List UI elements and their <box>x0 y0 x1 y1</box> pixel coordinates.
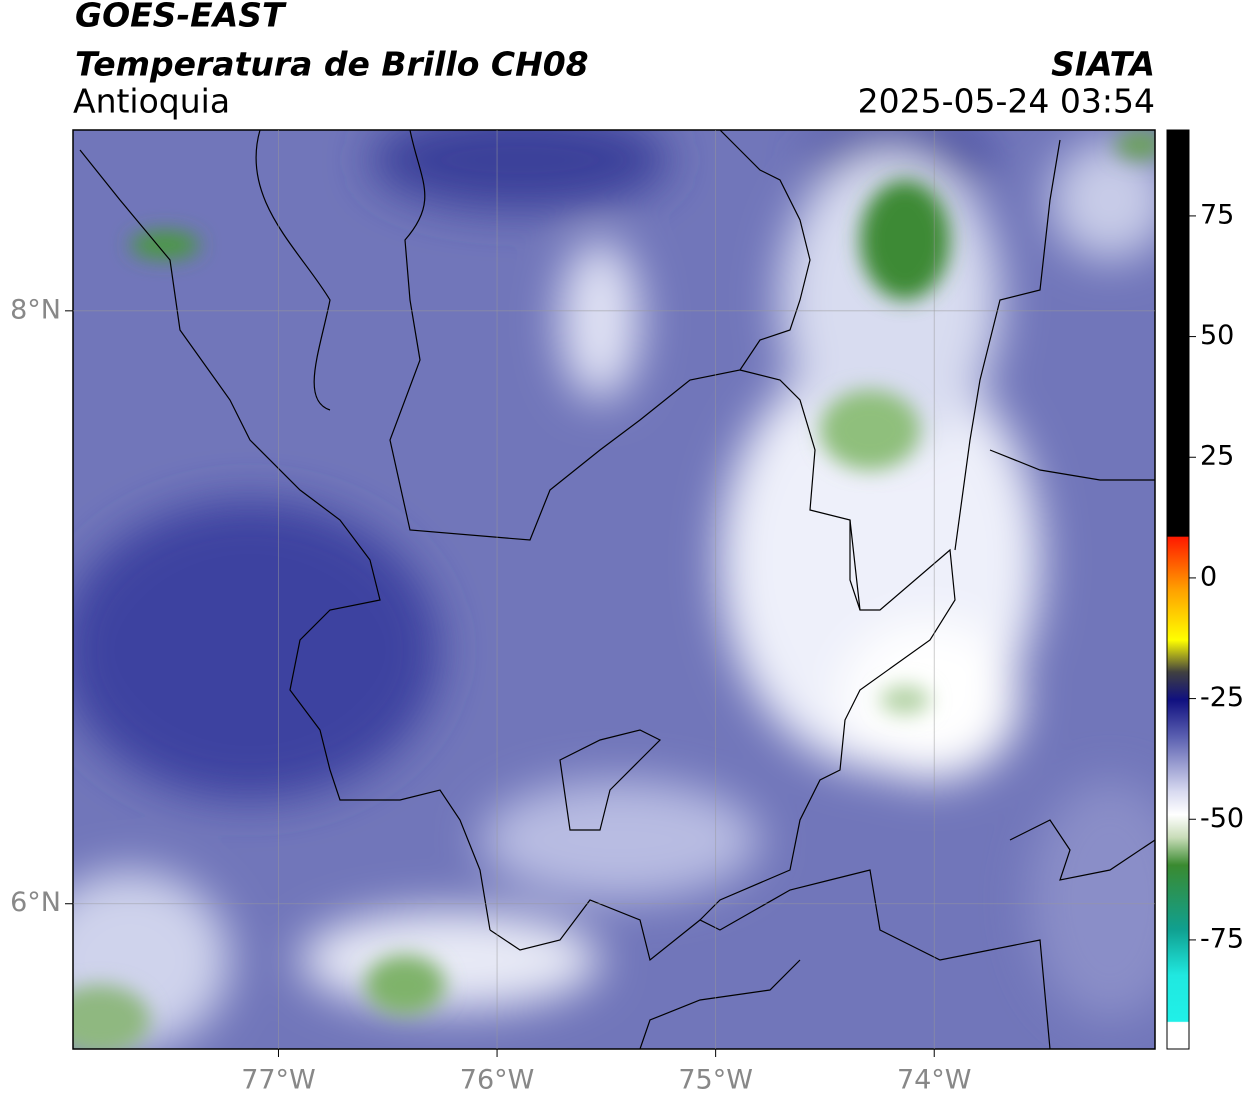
map-frame <box>72 129 1156 1050</box>
colorbar-tick-label: -75 <box>1200 923 1244 954</box>
title: GOES-EAST <box>75 0 287 35</box>
y-tick-label: 8°N <box>10 294 61 325</box>
timestamp: 2025-05-24 03:54 <box>858 82 1155 121</box>
satellite-image <box>73 130 1155 1049</box>
x-tick-label: 74°W <box>897 1065 972 1096</box>
colorbar-tick-label: 50 <box>1200 320 1234 351</box>
colorbar <box>1166 129 1190 1050</box>
colorbar-tick-label: 25 <box>1200 441 1234 472</box>
region: Antioquia <box>73 82 230 121</box>
colorbar-tick-label: -25 <box>1200 682 1244 713</box>
colorbar-tick-label: 75 <box>1200 199 1234 230</box>
colorbar-tick-label: -50 <box>1200 803 1244 834</box>
x-tick-label: 76°W <box>460 1065 535 1096</box>
x-tick-label: 77°W <box>241 1065 316 1096</box>
colorbar-tick-label: 0 <box>1200 561 1217 592</box>
x-tick-label: 75°W <box>678 1065 753 1096</box>
subtitle: Temperatura de Brillo CH08 <box>75 45 589 84</box>
source: SIATA <box>1051 45 1155 84</box>
y-tick-label: 6°N <box>10 887 61 918</box>
